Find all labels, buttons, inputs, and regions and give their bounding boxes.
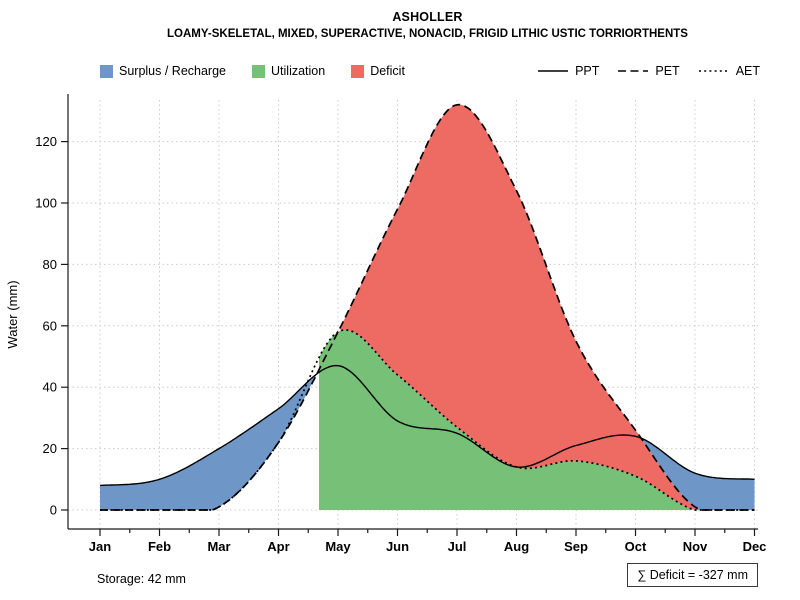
legend-label-utilization: Utilization bbox=[271, 64, 326, 78]
deficit-sum-annotation: ∑ Deficit = -327 mm bbox=[627, 563, 758, 587]
legend-label-surplus: Surplus / Recharge bbox=[119, 64, 227, 78]
legend-line-group: PPT PET AET bbox=[537, 64, 760, 78]
storage-annotation: Storage: 42 mm bbox=[97, 572, 186, 586]
svg-text:20: 20 bbox=[43, 441, 57, 456]
svg-text:120: 120 bbox=[35, 134, 57, 149]
svg-text:Apr: Apr bbox=[267, 539, 289, 554]
chart-subtitle: LOAMY-SKELETAL, MIXED, SUPERACTIVE, NONA… bbox=[167, 28, 688, 40]
svg-text:Nov: Nov bbox=[683, 539, 708, 554]
svg-text:40: 40 bbox=[43, 380, 57, 395]
aet-line-icon bbox=[698, 70, 729, 72]
svg-text:Jan: Jan bbox=[89, 539, 111, 554]
svg-text:Feb: Feb bbox=[148, 539, 171, 554]
svg-text:Sep: Sep bbox=[564, 539, 588, 554]
legend-label-pet: PET bbox=[655, 64, 680, 78]
svg-text:80: 80 bbox=[43, 257, 57, 272]
utilization-swatch-icon bbox=[252, 64, 266, 78]
svg-text:May: May bbox=[325, 539, 351, 554]
chart-title: ASHOLLER bbox=[392, 10, 463, 24]
deficit-swatch-icon bbox=[351, 64, 365, 78]
legend-area-group: Surplus / Recharge Utilization Deficit bbox=[100, 64, 405, 78]
svg-text:60: 60 bbox=[43, 318, 57, 333]
svg-text:Jun: Jun bbox=[386, 539, 409, 554]
legend-label-ppt: PPT bbox=[575, 64, 600, 78]
svg-text:100: 100 bbox=[35, 196, 57, 211]
legend-label-aet: AET bbox=[735, 64, 760, 78]
svg-text:0: 0 bbox=[50, 503, 57, 518]
svg-text:Water (mm): Water (mm) bbox=[5, 280, 20, 348]
svg-text:Oct: Oct bbox=[625, 539, 647, 554]
svg-text:Mar: Mar bbox=[207, 539, 230, 554]
water-balance-chart: 0 20 40 60 80 100 120 Jan Feb Mar Apr May Jun Jul Aug S… bbox=[5, 94, 767, 554]
legend-item-surplus: Surplus / Recharge bbox=[100, 64, 226, 78]
legend-item-ppt: PPT bbox=[537, 64, 599, 78]
pet-line-icon bbox=[618, 70, 649, 72]
chart-header: ASHOLLER LOAMY-SKELETAL, MIXED, SUPERACT… bbox=[55, 10, 800, 40]
legend-item-aet: AET bbox=[698, 64, 760, 78]
legend-item-deficit: Deficit bbox=[351, 64, 405, 78]
svg-text:Jul: Jul bbox=[448, 539, 467, 554]
ppt-line-icon bbox=[538, 70, 569, 72]
legend-item-pet: PET bbox=[617, 64, 680, 78]
surplus-swatch-icon bbox=[100, 64, 113, 78]
chart-legend: Surplus / Recharge Utilization Deficit P… bbox=[100, 64, 760, 78]
svg-text:Aug: Aug bbox=[504, 539, 529, 554]
legend-item-utilization: Utilization bbox=[252, 64, 325, 78]
legend-label-deficit: Deficit bbox=[370, 64, 405, 78]
svg-text:Dec: Dec bbox=[743, 539, 767, 554]
